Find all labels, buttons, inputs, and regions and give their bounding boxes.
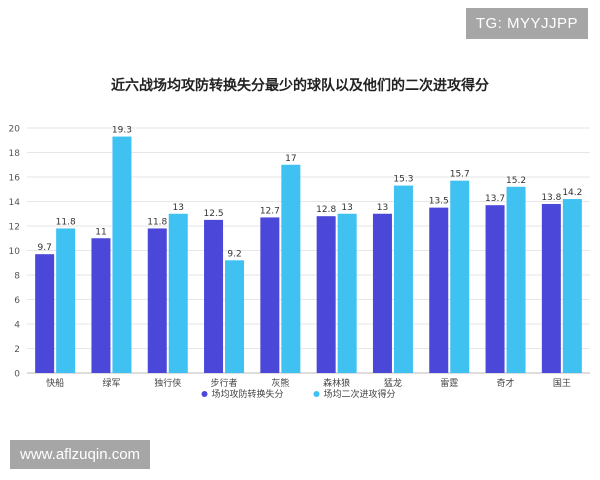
- x-tick-label: 灰熊: [271, 377, 289, 389]
- data-label: 15.2: [506, 176, 526, 186]
- watermark-bottom: www.aflzuqin.com: [10, 440, 151, 469]
- bar: [112, 136, 132, 373]
- data-label: 19.3: [112, 126, 132, 136]
- y-tick-label: 2: [14, 345, 20, 355]
- data-label: 13.8: [541, 193, 561, 203]
- data-label: 13.7: [485, 194, 505, 204]
- data-label: 11.8: [56, 217, 76, 227]
- data-label: 14.2: [562, 188, 582, 198]
- legend-label: 场均二次进攻得分: [324, 388, 396, 400]
- x-tick-label: 步行者: [211, 377, 238, 389]
- bar: [562, 199, 582, 373]
- data-label: 12.7: [260, 206, 280, 216]
- x-tick-label: 快船: [46, 377, 64, 389]
- y-tick-label: 10: [9, 247, 21, 257]
- bar: [56, 228, 76, 373]
- bar: [541, 203, 561, 373]
- watermark-top: TG: MYYJJPP: [465, 8, 588, 39]
- y-tick-label: 14: [9, 198, 21, 208]
- bars: [35, 136, 582, 373]
- bar: [485, 205, 505, 373]
- bar: [281, 164, 301, 373]
- x-tick-label: 森林狼: [323, 377, 350, 389]
- bar: [372, 213, 392, 373]
- data-label: 11: [95, 227, 106, 237]
- x-axis-ticks: 快船 绿军 独行侠 步行者 灰熊 森林狼 猛龙 雷霆 奇才 国王: [46, 377, 571, 389]
- x-tick-label: 独行侠: [154, 377, 181, 389]
- y-tick-label: 16: [9, 174, 21, 184]
- data-label: 15.7: [450, 170, 470, 180]
- legend: 场均攻防转换失分 场均二次进攻得分: [201, 388, 396, 400]
- y-tick-label: 4: [14, 321, 20, 331]
- legend-label: 场均攻防转换失分: [212, 388, 284, 400]
- x-tick-label: 奇才: [497, 377, 515, 389]
- data-label: 13: [377, 203, 388, 213]
- data-label: 15.3: [393, 175, 413, 185]
- chart-title: 近六战场均攻防转换失分最少的球队以及他们的二次进攻得分: [111, 77, 489, 94]
- bar: [316, 216, 336, 373]
- data-label: 13: [341, 203, 352, 213]
- data-label: 12.8: [316, 205, 336, 215]
- data-label: 11.8: [147, 217, 167, 227]
- bar: [393, 185, 413, 373]
- y-tick-label: 18: [9, 149, 21, 159]
- bar: [91, 238, 111, 373]
- data-label: 13.5: [429, 197, 449, 207]
- data-labels: 9.7 11.8 11 19.3 11.8 13 12.5 9.2 12.7 17 12.8 13 13…: [37, 126, 582, 260]
- y-tick-label: 6: [14, 296, 20, 306]
- bar: [225, 260, 245, 373]
- x-tick-label: 绿军: [102, 377, 120, 389]
- bar: [260, 217, 280, 373]
- legend-marker: [201, 391, 208, 397]
- x-tick-label: 国王: [553, 378, 571, 389]
- data-label: 13: [173, 203, 184, 213]
- y-tick-label: 20: [9, 125, 21, 135]
- data-label: 9.7: [37, 243, 51, 253]
- y-axis-ticks: 0 2 4 6 8 10 12 14 16 18 20: [9, 125, 21, 380]
- bar: [506, 186, 526, 373]
- bar: [429, 207, 449, 373]
- y-tick-label: 8: [14, 272, 20, 282]
- bar: [35, 254, 55, 373]
- y-tick-label: 0: [14, 370, 20, 380]
- y-tick-label: 12: [9, 223, 20, 233]
- x-tick-label: 雷霆: [440, 378, 458, 389]
- bar: [450, 180, 470, 373]
- bar: [168, 213, 188, 373]
- bar: [337, 213, 357, 373]
- x-tick-label: 猛龙: [384, 377, 402, 389]
- data-label: 9.2: [227, 249, 241, 259]
- bar: [147, 228, 167, 373]
- grid-lines: [27, 127, 590, 349]
- data-label: 17: [285, 154, 296, 164]
- legend-marker: [313, 391, 320, 397]
- bar: [204, 219, 224, 373]
- data-label: 12.5: [204, 209, 224, 219]
